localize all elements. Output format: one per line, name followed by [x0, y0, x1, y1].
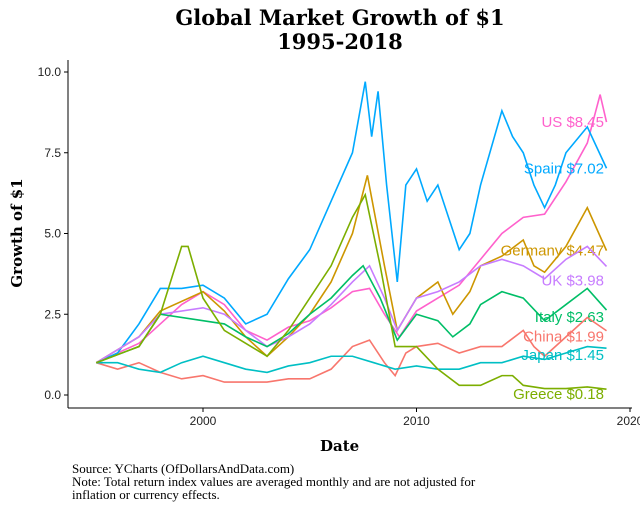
y-tick-label: 7.5 — [44, 146, 61, 160]
y-tick-label: 0.0 — [44, 388, 61, 402]
x-tick-label: 2020 — [617, 414, 640, 428]
series-line-japan — [96, 345, 607, 374]
note-line-2: inflation or currency effects. — [72, 487, 220, 502]
source-note: Source: YCharts (OfDollarsAndData.com) — [72, 461, 295, 476]
chart-subtitle: 1995-2018 — [277, 29, 403, 54]
series-line-italy — [95, 264, 608, 364]
series-label-germany: Germany $4.47 — [501, 243, 604, 260]
x-tick-label: 2010 — [403, 414, 430, 428]
series-line-greece — [95, 192, 607, 390]
series-label-japan: Japan $1.45 — [521, 347, 604, 364]
chart-title: Global Market Growth of $1 — [175, 5, 505, 30]
note-line-1: Note: Total return index values are aver… — [72, 474, 476, 489]
series-label-italy: Italy $2.63 — [535, 309, 604, 326]
x-tick-label: 2000 — [190, 414, 217, 428]
y-tick-label: 10.0 — [38, 65, 62, 79]
series-label-china: China $1.99 — [523, 329, 604, 346]
series-label-spain: Spain $7.02 — [524, 160, 604, 177]
series-line-us — [95, 94, 608, 364]
series-line-uk — [95, 245, 608, 364]
series-line-china — [96, 316, 607, 383]
series-label-us: US $8.45 — [541, 114, 604, 131]
x-axis-label: Date — [320, 437, 360, 455]
series-label-uk: UK $3.98 — [541, 272, 604, 289]
series-label-greece: Greece $0.18 — [513, 386, 604, 403]
series-line-spain — [95, 81, 608, 364]
y-tick-label: 5.0 — [44, 227, 61, 241]
y-tick-label: 2.5 — [44, 307, 61, 321]
series-line-germany — [95, 175, 608, 364]
